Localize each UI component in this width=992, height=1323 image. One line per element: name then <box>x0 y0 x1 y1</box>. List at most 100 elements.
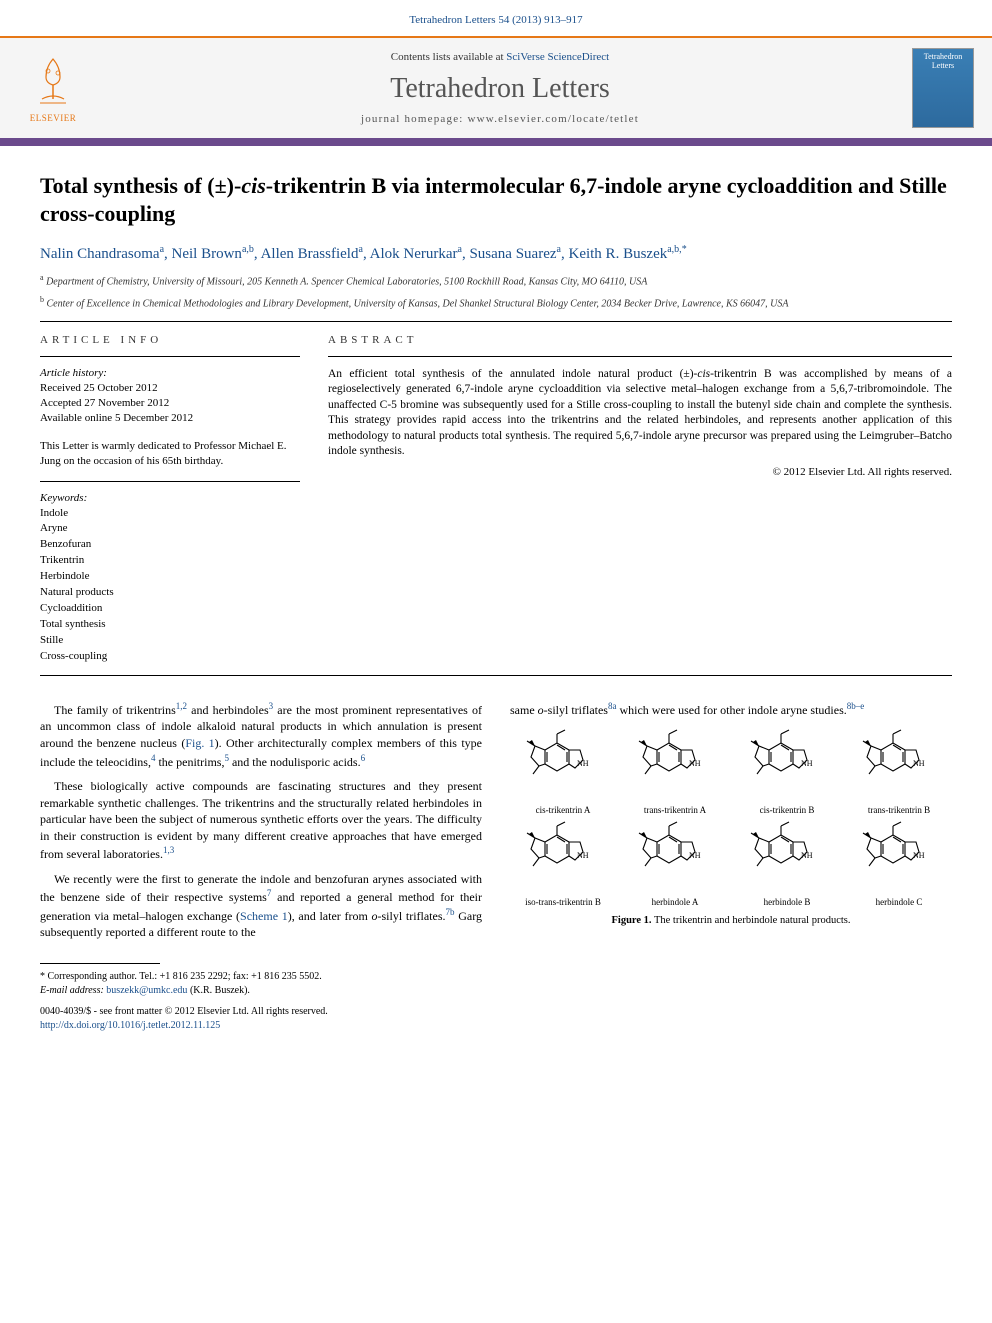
divider <box>40 321 952 322</box>
paragraph: same o-silyl triflates8a which were used… <box>510 700 952 719</box>
text: These biologically active compounds are … <box>40 779 482 861</box>
right-column: same o-silyl triflates8a which were used… <box>510 700 952 1032</box>
text: which were used for other indole aryne s… <box>616 703 846 717</box>
author[interactable]: Nalin Chandrasomaa <box>40 246 164 262</box>
molecule-icon: NH <box>517 728 609 804</box>
history-item: Accepted 27 November 2012 <box>40 396 300 411</box>
header-band: ELSEVIER Contents lists available at Sci… <box>0 36 992 146</box>
author[interactable]: Susana Suareza <box>469 246 561 262</box>
keyword: Indole <box>40 506 300 522</box>
keyword: Trikentrin <box>40 553 300 569</box>
molecule-label: trans-trikentrin A <box>644 806 706 816</box>
front-matter: 0040-4039/$ - see front matter © 2012 El… <box>40 1006 328 1017</box>
corresponding-author-footnote: * Corresponding author. Tel.: +1 816 235… <box>40 970 482 997</box>
elsevier-logo[interactable]: ELSEVIER <box>18 49 88 127</box>
molecule-icon: NH <box>853 820 945 896</box>
svg-text:NH: NH <box>801 851 813 860</box>
citation-link[interactable]: Tetrahedron Letters 54 (2013) 913–917 <box>409 14 582 26</box>
molecule: NH iso-trans-trikentrin B <box>510 820 616 908</box>
keyword: Total synthesis <box>40 617 300 633</box>
svg-text:NH: NH <box>689 851 701 860</box>
molecule-label: iso-trans-trikentrin B <box>525 898 601 908</box>
molecule-icon: NH <box>741 728 833 804</box>
molecule: NH trans-trikentrin A <box>622 728 728 816</box>
molecule-icon: NH <box>853 728 945 804</box>
affiliations: a Department of Chemistry, University of… <box>40 273 952 311</box>
author[interactable]: Allen Brassfielda <box>261 246 363 262</box>
cover-title: Tetrahedron Letters <box>916 52 970 70</box>
text: ), and later from <box>288 909 372 923</box>
keywords-label: Keywords: <box>40 492 300 504</box>
tel-fax: Tel.: +1 816 235 2292; fax: +1 816 235 5… <box>139 971 322 982</box>
abstract-label: ABSTRACT <box>328 334 952 346</box>
contents-prefix: Contents lists available at <box>391 51 506 63</box>
figure-ref[interactable]: Fig. 1 <box>185 736 214 750</box>
molecule-icon: NH <box>741 820 833 896</box>
keyword: Benzofuran <box>40 537 300 553</box>
svg-text:NH: NH <box>689 759 701 768</box>
divider <box>40 356 300 357</box>
main-text-columns: The family of trikentrins1,2 and herbind… <box>40 700 952 1032</box>
doi-block: 0040-4039/$ - see front matter © 2012 El… <box>40 1005 482 1032</box>
svg-text:NH: NH <box>801 759 813 768</box>
elsevier-label: ELSEVIER <box>30 113 77 123</box>
journal-cover-thumbnail[interactable]: Tetrahedron Letters <box>912 48 974 128</box>
affiliation: a Department of Chemistry, University of… <box>40 273 952 289</box>
author[interactable]: Alok Nerurkara <box>370 246 462 262</box>
abstract-part: -trikentrin B was accomplished by means … <box>328 368 952 458</box>
scheme-ref[interactable]: Scheme 1 <box>240 909 288 923</box>
article-title: Total synthesis of (±)-cis-trikentrin B … <box>40 172 952 227</box>
journal-name: Tetrahedron Letters <box>88 73 912 105</box>
divider <box>328 356 952 357</box>
molecule-label: herbindole B <box>764 898 811 908</box>
figure-caption: Figure 1. The trikentrin and herbindole … <box>510 914 952 928</box>
article-info-column: ARTICLE INFO Article history: Received 2… <box>40 334 300 665</box>
sciencedirect-link[interactable]: SciVerse ScienceDirect <box>506 51 609 63</box>
figure-1: NH cis-trikentrin A NH <box>510 728 952 928</box>
homepage-line: journal homepage: www.elsevier.com/locat… <box>88 113 912 125</box>
citation-ref[interactable]: 6 <box>361 753 366 763</box>
title-part-italic: cis <box>241 173 265 198</box>
history-label: Article history: <box>40 367 300 379</box>
molecule: NH trans-trikentrin B <box>846 728 952 816</box>
molecule-label: herbindole A <box>652 898 699 908</box>
svg-text:NH: NH <box>577 851 589 860</box>
doi-id: 10.1016/j.tetlet.2012.11.125 <box>108 1020 221 1031</box>
molecule: NH herbindole B <box>734 820 840 908</box>
footnote-divider <box>40 963 160 964</box>
email-name: (K.R. Buszek). <box>187 985 250 996</box>
svg-text:NH: NH <box>913 851 925 860</box>
elsevier-tree-icon <box>26 53 80 111</box>
abstract-column: ABSTRACT An efficient total synthesis of… <box>328 334 952 665</box>
author[interactable]: Neil Browna,b <box>172 246 254 262</box>
article-info-label: ARTICLE INFO <box>40 334 300 346</box>
figure-label: Figure 1. <box>611 915 651 926</box>
citation-ref[interactable]: 7b <box>446 907 455 917</box>
author[interactable]: Keith R. Buszeka,b,* <box>568 246 686 262</box>
dedication: This Letter is warmly dedicated to Profe… <box>40 439 300 469</box>
contents-line: Contents lists available at SciVerse Sci… <box>88 51 912 63</box>
molecule-label: cis-trikentrin A <box>536 806 591 816</box>
molecule-icon: NH <box>629 728 721 804</box>
keyword: Stille <box>40 633 300 649</box>
info-abstract-row: ARTICLE INFO Article history: Received 2… <box>40 334 952 665</box>
divider <box>40 481 300 482</box>
title-part: Total synthesis of (±)- <box>40 173 241 198</box>
email-link[interactable]: buszekk@umkc.edu <box>106 985 187 996</box>
history-item: Available online 5 December 2012 <box>40 411 300 426</box>
citation-ref[interactable]: 8b–e <box>847 701 865 711</box>
text: -silyl triflates. <box>378 909 446 923</box>
text: same <box>510 703 538 717</box>
molecule: NH cis-trikentrin A <box>510 728 616 816</box>
keyword: Aryne <box>40 521 300 537</box>
left-column: The family of trikentrins1,2 and herbind… <box>40 700 482 1032</box>
homepage-url[interactable]: www.elsevier.com/locate/tetlet <box>468 113 640 125</box>
molecules-row-1: NH cis-trikentrin A NH <box>510 728 952 816</box>
header-center: Contents lists available at SciVerse Sci… <box>88 51 912 125</box>
text: and the nodulisporic acids. <box>229 755 361 769</box>
citation-ref[interactable]: 1,2 <box>176 701 187 711</box>
citation-ref[interactable]: 1,3 <box>163 845 174 855</box>
affiliation: b Center of Excellence in Chemical Metho… <box>40 295 952 311</box>
doi-link[interactable]: http://dx.doi.org/10.1016/j.tetlet.2012.… <box>40 1020 220 1031</box>
keyword: Cross-coupling <box>40 649 300 665</box>
